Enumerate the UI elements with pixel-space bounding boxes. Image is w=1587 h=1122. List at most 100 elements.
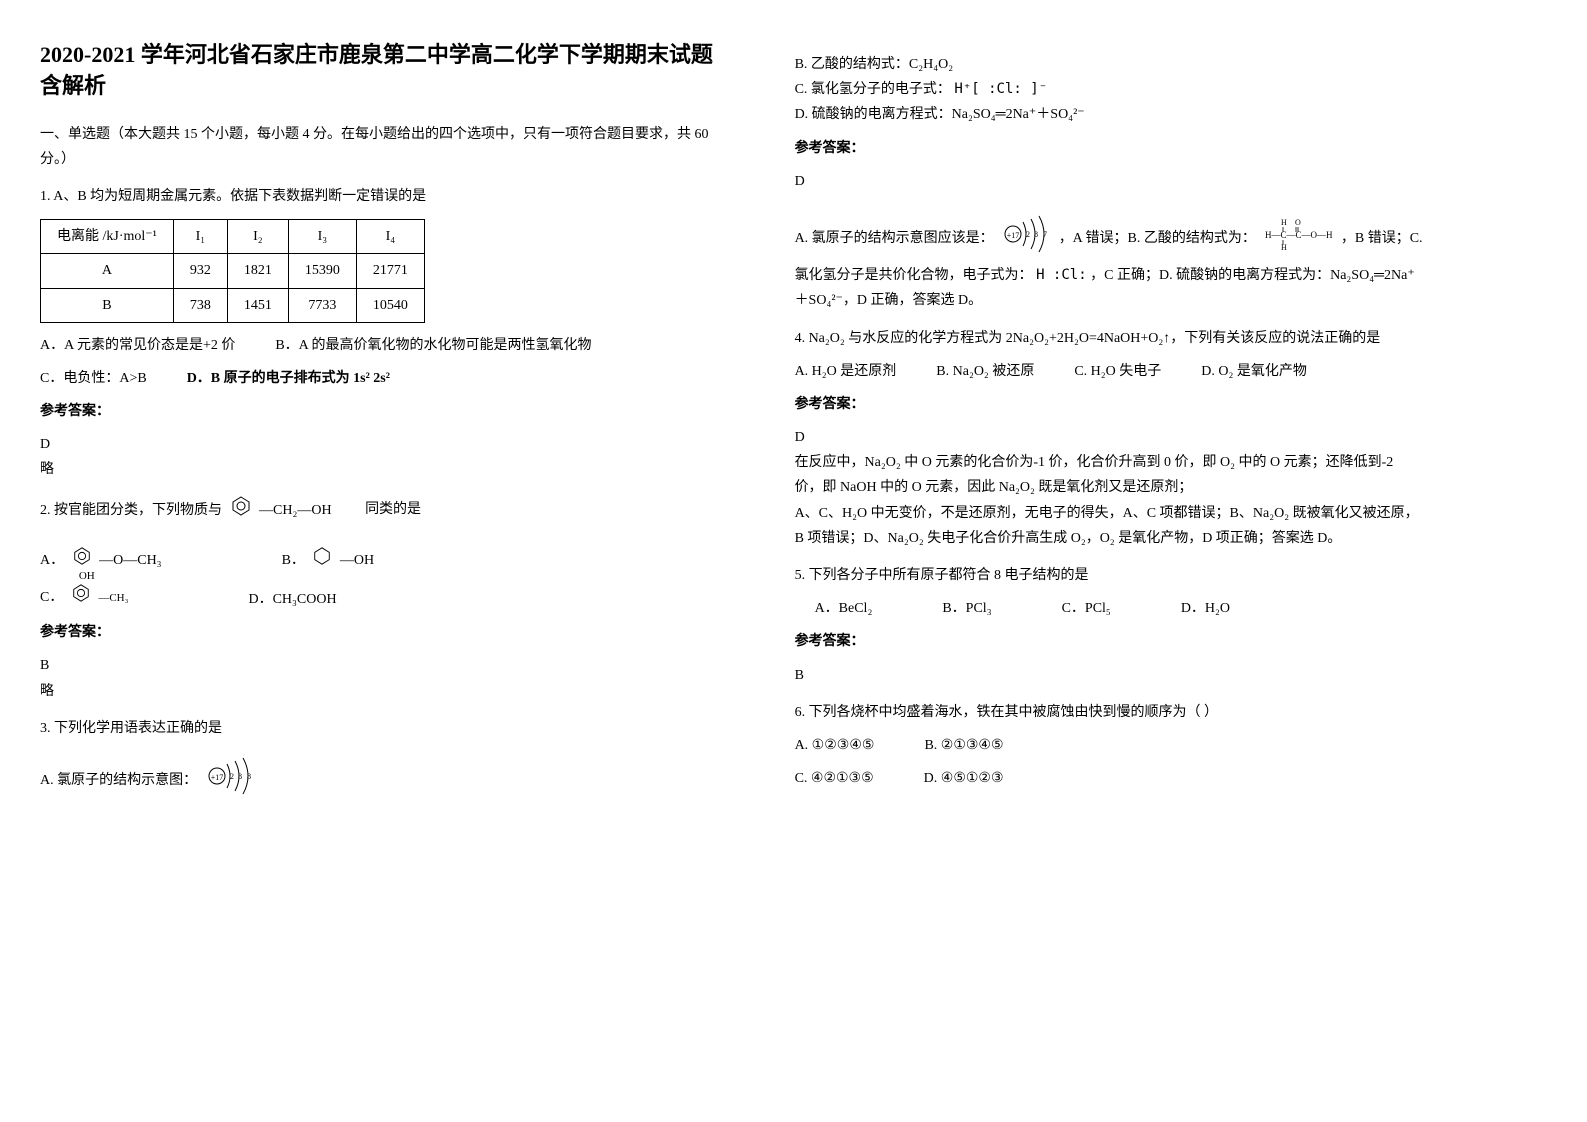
- q4-explain2: 价，即 NaOH 中的 O 元素，因此 Na₂O₂ 既是氧化剂又是还原剂；: [795, 475, 1547, 500]
- q6-option-b: B. ②①③④⑤: [924, 733, 1003, 758]
- table-cell: 10540: [356, 288, 424, 322]
- svg-text:O: O: [1295, 218, 1301, 227]
- table-header-cell: I₂: [227, 220, 288, 254]
- ch3-label: —CH₃: [98, 592, 128, 604]
- table-row: A 932 1821 15390 21771: [41, 254, 425, 288]
- table-cell: 738: [173, 288, 227, 322]
- structural-formula-icon: H—C—C—O—H H H O: [1263, 216, 1333, 261]
- q2-optB-prefix: B．: [282, 553, 305, 568]
- q3-explain-line3: ＋SO₄²⁻，D 正确，答案选 D。: [795, 288, 1547, 313]
- q1-table: 电离能 /kJ·mol⁻¹ I₁ I₂ I₃ I₄ A 932 1821 153…: [40, 219, 425, 323]
- svg-text:H—C—C—O—H: H—C—C—O—H: [1265, 230, 1333, 240]
- svg-text:H: H: [1281, 243, 1287, 252]
- q3-optC-formula: H⁺[ :Cl: ]⁻: [954, 81, 1047, 97]
- q3-explainA-end: ，B 错误；C.: [1341, 231, 1423, 246]
- table-cell: 7733: [288, 288, 356, 322]
- q6-option-a: A. ①②③④⑤: [795, 733, 875, 758]
- q1-explain: 略: [40, 457, 735, 482]
- q4-explain4: B 项错误；D、Na₂O₂ 失电子化合价升高生成 O₂，O₂ 是氧化产物，D 项…: [795, 526, 1547, 551]
- table-row: B 738 1451 7733 10540: [41, 288, 425, 322]
- q3-explain-line1: A. 氯原子的结构示意图应该是： +17 2 8 7 ，A 错误；B. 乙酸的结…: [795, 214, 1547, 263]
- q1-stem: 1. A、B 均为短周期金属元素。依据下表数据判断一定错误的是: [40, 184, 735, 209]
- svg-text:2: 2: [1026, 230, 1030, 239]
- q2-options-row1: A． —O—CH₃ B． —OH: [40, 546, 735, 575]
- q5-options: A．BeCl₂ B．PCl₃ C．PCl₅ D．H₂O: [815, 596, 1547, 621]
- svg-text:8: 8: [247, 772, 251, 781]
- q6-options-row2: C. ④②①③⑤ D. ④⑤①②③: [795, 766, 1547, 791]
- q3-explainC-prefix: 氯化氢分子是共价化合物，电子式为：: [795, 268, 1033, 283]
- q3-explainC-suffix: ，C 正确；D. 硫酸钠的电离方程式为：Na₂SO₄═2Na⁺: [1090, 268, 1415, 283]
- q2-stem: 2. 按官能团分类，下列物质与 —CH₂—OH 同类的是: [40, 495, 735, 526]
- q1-option-c: C．电负性：A>B: [40, 366, 147, 391]
- q2-option-a: A． —O—CH₃: [40, 546, 162, 575]
- answer-label: 参考答案：: [795, 629, 1547, 654]
- q4-option-b: B. Na₂O₂ 被还原: [936, 359, 1034, 384]
- right-column: B. 乙酸的结构式：C₂H₄O₂ C. 氯化氢分子的电子式： H⁺[ :Cl: …: [795, 40, 1547, 817]
- q2-answer: B: [40, 653, 735, 678]
- section-header: 一、单选题（本大题共 15 个小题，每小题 4 分。在每小题给出的四个选项中，只…: [40, 122, 735, 172]
- q2-stem-prefix: 2. 按官能团分类，下列物质与: [40, 502, 222, 517]
- q6-stem: 6. 下列各烧杯中均盛着海水，铁在其中被腐蚀由快到慢的顺序为（ ）: [795, 700, 1547, 725]
- q3-explain-line2: 氯化氢分子是共价化合物，电子式为： H :Cl: ，C 正确；D. 硫酸钠的电离…: [795, 263, 1547, 288]
- svg-text:H: H: [1281, 218, 1287, 227]
- q4-answer: D: [795, 425, 1547, 450]
- q1-option-d: D．B 原子的电子排布式为 1s² 2s²: [187, 366, 390, 391]
- q3-option-c: C. 氯化氢分子的电子式： H⁺[ :Cl: ]⁻: [795, 77, 1547, 102]
- table-cell: 21771: [356, 254, 424, 288]
- table-header-cell: I₃: [288, 220, 356, 254]
- page-container: 2020-2021 学年河北省石家庄市鹿泉第二中学高二化学下学期期末试题含解析 …: [40, 40, 1547, 817]
- q2-explain: 略: [40, 679, 735, 704]
- q2-optC-prefix: C．: [40, 590, 63, 605]
- svg-text:8: 8: [238, 772, 242, 781]
- q4-option-d: D. O₂ 是氧化产物: [1201, 359, 1307, 384]
- table-cell: 15390: [288, 254, 356, 288]
- atom-structure-icon: +17 2 8 8: [205, 756, 255, 805]
- q2-optB-suffix: —OH: [340, 553, 374, 568]
- q2-option-b: B． —OH: [282, 546, 375, 575]
- left-column: 2020-2021 学年河北省石家庄市鹿泉第二中学高二化学下学期期末试题含解析 …: [40, 40, 735, 817]
- table-header-cell: I₄: [356, 220, 424, 254]
- table-cell: 1821: [227, 254, 288, 288]
- q4-option-c: C. H₂O 失电子: [1074, 359, 1161, 384]
- q5-option-b: B．PCl₃: [942, 596, 991, 621]
- table-cell: B: [41, 288, 174, 322]
- question-1: 1. A、B 均为短周期金属元素。依据下表数据判断一定错误的是 电离能 /kJ·…: [40, 184, 735, 483]
- table-header-cell: 电离能 /kJ·mol⁻¹: [41, 220, 174, 254]
- q2-option-c: C． OH —CH₃: [40, 583, 128, 612]
- q1-answer: D: [40, 432, 735, 457]
- q6-option-d: D. ④⑤①②③: [924, 766, 1004, 791]
- q3-explainA-prefix: A. 氯原子的结构示意图应该是：: [795, 231, 994, 246]
- table-cell: 1451: [227, 288, 288, 322]
- svg-text:8: 8: [1034, 230, 1038, 239]
- question-5: 5. 下列各分子中所有原子都符合 8 电子结构的是 A．BeCl₂ B．PCl₃…: [795, 563, 1547, 688]
- q3-explainA-suffix: ，A 错误；B. 乙酸的结构式为：: [1059, 231, 1256, 246]
- benzene-substituted-icon: OH: [71, 583, 91, 612]
- answer-label: 参考答案：: [40, 399, 735, 424]
- q4-options: A. H₂O 是还原剂 B. Na₂O₂ 被还原 C. H₂O 失电子 D. O…: [795, 359, 1547, 384]
- q5-answer: B: [795, 663, 1547, 688]
- q1-options-row1: A．A 元素的常见价态是是+2 价 B．A 的最高价氧化物的水化物可能是两性氢氧…: [40, 333, 735, 358]
- table-row: 电离能 /kJ·mol⁻¹ I₁ I₂ I₃ I₄: [41, 220, 425, 254]
- q3-option-a: A. 氯原子的结构示意图： +17 2 8 8: [40, 756, 735, 805]
- answer-label: 参考答案：: [795, 136, 1547, 161]
- table-header-cell: I₁: [173, 220, 227, 254]
- document-title: 2020-2021 学年河北省石家庄市鹿泉第二中学高二化学下学期期末试题含解析: [40, 40, 735, 102]
- q4-stem: 4. Na₂O₂ 与水反应的化学方程式为 2Na₂O₂+2H₂O=4NaOH+O…: [795, 326, 1547, 351]
- svg-text:7: 7: [1043, 230, 1047, 239]
- question-2: 2. 按官能团分类，下列物质与 —CH₂—OH 同类的是 A． —O—CH₃: [40, 495, 735, 704]
- q2-optA-prefix: A．: [40, 553, 64, 568]
- svg-text:2: 2: [230, 772, 234, 781]
- table-cell: A: [41, 254, 174, 288]
- q2-stem-suffix: 同类的是: [365, 502, 421, 517]
- answer-label: 参考答案：: [795, 392, 1547, 417]
- q5-option-d: D．H₂O: [1181, 596, 1230, 621]
- question-4: 4. Na₂O₂ 与水反应的化学方程式为 2Na₂O₂+2H₂O=4NaOH+O…: [795, 326, 1547, 552]
- table-cell: 932: [173, 254, 227, 288]
- q1-option-b: B．A 的最高价氧化物的水化物可能是两性氢氧化物: [275, 333, 591, 358]
- q3-explainC-mid: H :Cl:: [1036, 267, 1087, 283]
- q3-optA-text: A. 氯原子的结构示意图：: [40, 773, 197, 788]
- q2-optA-suffix: —O—CH₃: [99, 553, 161, 568]
- q4-explain1: 在反应中，Na₂O₂ 中 O 元素的化合价为-1 价，化合价升高到 0 价，即 …: [795, 450, 1547, 475]
- question-3-continued: B. 乙酸的结构式：C₂H₄O₂ C. 氯化氢分子的电子式： H⁺[ :Cl: …: [795, 52, 1547, 314]
- q5-option-a: A．BeCl₂: [815, 596, 873, 621]
